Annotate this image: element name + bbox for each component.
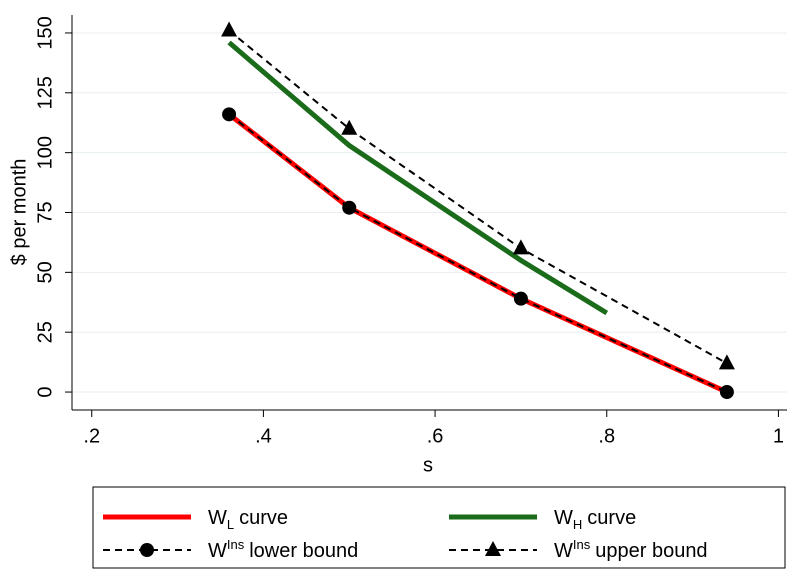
legend-label-sub: H [573, 517, 582, 532]
legend-label-sub: L [227, 517, 234, 532]
legend-label-rest: curve [239, 507, 288, 529]
x-tick-label: .8 [598, 425, 615, 447]
legend-box [92, 486, 786, 569]
legend-label-base: W [554, 507, 573, 529]
legend-label: WIns lower bound [208, 537, 358, 562]
marker [222, 107, 237, 122]
legend-label: WH curve [554, 507, 636, 532]
legend-marker [485, 541, 501, 556]
legend-label-rest: lower bound [249, 540, 358, 562]
y-tick-label: 50 [34, 261, 56, 283]
x-tick-label: .4 [255, 425, 272, 447]
marker [342, 200, 357, 215]
y-axis-title: $ per month [8, 159, 30, 266]
series-line [228, 113, 728, 393]
legend-marker [140, 543, 154, 557]
x-tick-label: .2 [83, 425, 100, 447]
y-tick-label: 150 [34, 16, 56, 49]
marker [221, 21, 238, 37]
y-tick-label: 100 [34, 136, 56, 169]
legend-label-rest: curve [587, 507, 636, 529]
marker [718, 354, 735, 370]
legend-label-base: W [208, 507, 227, 529]
marker [341, 119, 358, 135]
legend-label: WL curve [208, 507, 288, 532]
y-tick-label: 0 [34, 386, 56, 397]
legend-label: WIns upper bound [554, 537, 708, 562]
legend-label-sup: Ins [227, 537, 245, 552]
x-tick-label: .6 [427, 425, 444, 447]
marker [513, 291, 528, 306]
marker [719, 385, 734, 400]
series-line [227, 40, 609, 316]
y-tick-label: 75 [34, 201, 56, 223]
series-line [228, 29, 728, 365]
x-axis-title: s [423, 454, 433, 476]
legend-label-base: W [208, 540, 227, 562]
y-tick-label: 125 [34, 76, 56, 109]
legend-label-sup: Ins [573, 537, 591, 552]
y-tick-label: 25 [34, 321, 56, 343]
x-tick-label: 1 [773, 425, 784, 447]
legend-label-rest: upper bound [595, 540, 707, 562]
series-line [227, 112, 728, 395]
legend-label-base: W [554, 540, 573, 562]
marker [512, 239, 529, 255]
